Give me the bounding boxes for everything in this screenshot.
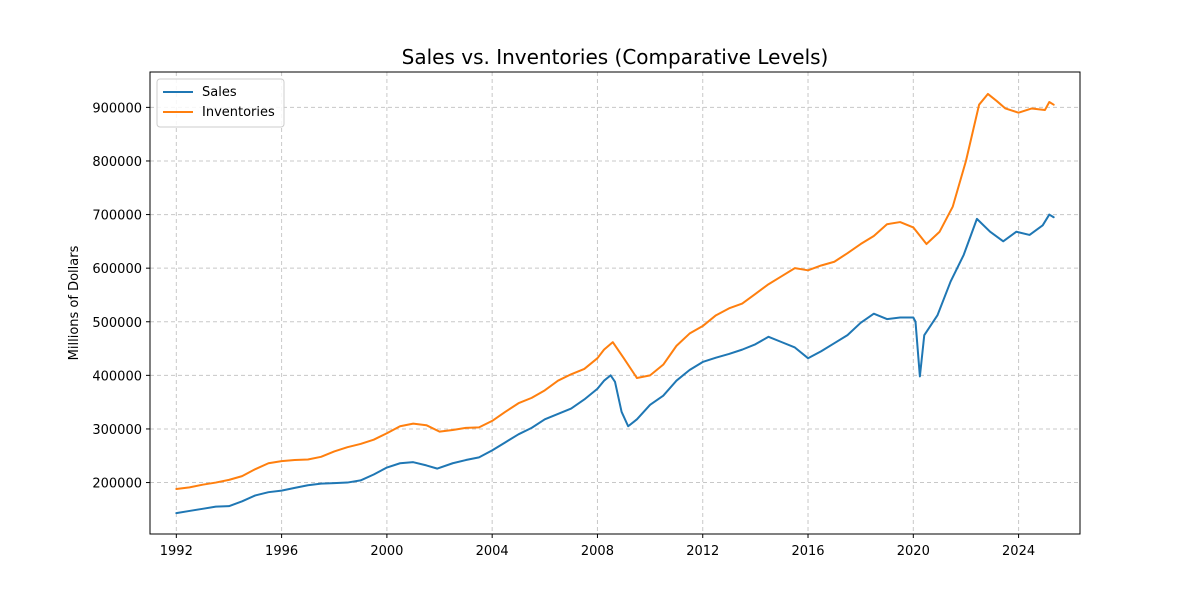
series-line-inventories bbox=[175, 92, 1055, 490]
axis-ticks: 200000 300000 400000 500000 600000 700000 8000… bbox=[92, 101, 1035, 559]
y-tick-label: 200000 bbox=[92, 477, 142, 492]
y-tick-label: 300000 bbox=[92, 423, 142, 438]
x-tick-label: 2016 bbox=[791, 544, 824, 559]
y-tick-label: 900000 bbox=[92, 101, 142, 116]
y-tick-label: 400000 bbox=[92, 369, 142, 384]
legend-label-inventories: Inventories bbox=[202, 105, 275, 120]
x-tick-label: 2004 bbox=[476, 544, 509, 559]
x-tick-label: 2020 bbox=[897, 544, 930, 559]
series-lines bbox=[175, 92, 1055, 515]
y-tick-label: 600000 bbox=[92, 262, 142, 277]
grid-lines bbox=[150, 72, 1080, 534]
chart-title: Sales vs. Inventories (Comparative Level… bbox=[402, 45, 829, 69]
x-tick-label: 1992 bbox=[160, 544, 193, 559]
legend-label-sales: Sales bbox=[202, 85, 237, 100]
series-line-sales bbox=[175, 213, 1055, 515]
legend: Sales Inventories bbox=[156, 78, 285, 128]
x-tick-label: 1996 bbox=[265, 544, 298, 559]
y-tick-label: 500000 bbox=[92, 316, 142, 331]
x-tick-label: 2000 bbox=[370, 544, 403, 559]
x-tick-label: 2008 bbox=[581, 544, 614, 559]
y-axis-label: Millions of Dollars bbox=[67, 245, 82, 360]
y-tick-label: 800000 bbox=[92, 155, 142, 170]
y-tick-label: 700000 bbox=[92, 209, 142, 224]
x-tick-label: 2024 bbox=[1002, 544, 1035, 559]
plot-frame bbox=[149, 71, 1081, 535]
x-tick-label: 2012 bbox=[686, 544, 719, 559]
